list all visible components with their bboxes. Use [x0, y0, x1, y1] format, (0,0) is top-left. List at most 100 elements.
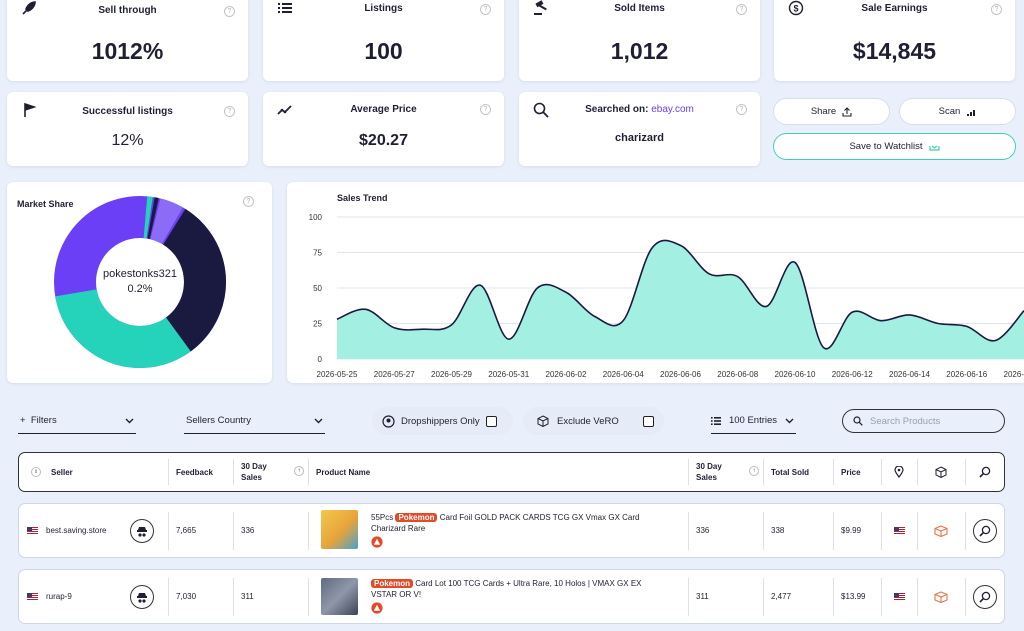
column-divider	[881, 578, 882, 616]
seller-cell: best.saving.store	[19, 504, 168, 557]
shipping-box-icon	[934, 524, 948, 537]
seller-profile-button[interactable]	[130, 584, 154, 609]
help-icon[interactable]: ?	[736, 104, 747, 115]
help-icon[interactable]: ?	[991, 4, 1002, 15]
product-thumbnail[interactable]	[321, 510, 358, 549]
stat-value: $20.27	[359, 132, 408, 149]
average-price-card: Average Price ? $20.27	[263, 92, 504, 166]
product-title-rest: Card Foil GOLD PACK CARDS TCG GX Vmax GX…	[439, 513, 640, 522]
sales-30-cell-2: 336	[696, 526, 710, 535]
product-thumbnail[interactable]	[321, 578, 358, 615]
donut-center-name: pokestonks321	[103, 268, 177, 280]
alert-triangle-icon[interactable]	[371, 602, 383, 614]
stat-title: Listings	[364, 3, 403, 14]
header-price[interactable]: Price	[841, 467, 861, 477]
entries-dropdown[interactable]: 100 Entries	[711, 408, 796, 434]
exclude-vero-label: Exclude VeRO	[557, 415, 619, 427]
column-divider	[763, 512, 764, 550]
sellers-country-dropdown[interactable]: Sellers Country	[184, 408, 325, 434]
help-icon[interactable]: ?	[224, 6, 235, 17]
stat-title: Average Price	[350, 104, 417, 115]
stat-value: 12%	[111, 132, 144, 149]
column-divider	[688, 578, 689, 616]
search-query: charizard	[615, 132, 664, 144]
help-icon[interactable]: ?	[480, 104, 491, 115]
header-seller[interactable]: ⇕ Seller	[23, 453, 169, 491]
svg-text:$: $	[793, 4, 798, 14]
header-line: Sales	[241, 473, 262, 482]
shipping-cell	[917, 570, 965, 623]
product-title-link[interactable]: Pokemon Card Lot 100 TCG Cards + Ultra R…	[371, 578, 642, 600]
sell-through-card: Sell through ? 1012%	[7, 0, 248, 81]
column-divider	[965, 578, 966, 616]
exclude-vero-toggle[interactable]: Exclude VeRO	[523, 407, 664, 435]
y-tick-label: 50	[313, 284, 322, 293]
filters-label: + Filters	[20, 415, 57, 426]
y-tick-label: 0	[318, 355, 323, 364]
product-info: 55Pcs Pokemon Card Foil GOLD PACK CARDS …	[371, 510, 639, 551]
save-to-watchlist-button[interactable]: Save to Watchlist	[773, 133, 1016, 160]
stat-title: Sell through	[98, 5, 157, 16]
seller-profile-button[interactable]	[130, 518, 154, 543]
header-total-sold[interactable]: Total Sold	[771, 467, 810, 477]
sales-30-cell: 311	[241, 592, 254, 601]
feedback-cell: 7,665	[176, 526, 197, 535]
header-30-day-sales-2[interactable]: 30 Day Sales ↑	[688, 453, 763, 491]
price-cell: $9.99	[841, 526, 862, 535]
us-flag-icon	[27, 527, 38, 534]
plus-icon: +	[20, 415, 26, 426]
help-icon[interactable]: ?	[243, 196, 254, 207]
header-product-name[interactable]: Product Name	[316, 467, 371, 477]
product-cell[interactable]: 55Pcs Pokemon Card Foil GOLD PACK CARDS …	[308, 504, 688, 557]
sort-arrow-icon[interactable]: ↑	[294, 466, 304, 476]
dropshipper-icon	[137, 526, 147, 537]
help-icon[interactable]: ?	[480, 4, 491, 15]
x-tick-label: 2026-06-08	[717, 370, 758, 379]
inspect-button[interactable]	[973, 584, 997, 609]
stat-title: Sale Earnings	[861, 3, 928, 14]
magnify-icon	[979, 466, 991, 478]
shipping-cell	[917, 504, 965, 557]
header-feedback[interactable]: Feedback	[176, 467, 213, 477]
sort-icon[interactable]: ⇕	[31, 467, 41, 477]
filters-text: Filters	[30, 415, 57, 426]
seller-name-link[interactable]: best.saving.store	[46, 526, 107, 535]
exclude-vero-checkbox[interactable]	[643, 415, 654, 427]
table-row[interactable]: rurap-9 7,030 311 Pokemon Card Lot 100 T…	[18, 569, 1005, 624]
sales-30-cell: 336	[241, 526, 255, 535]
product-cell[interactable]: Pokemon Card Lot 100 TCG Cards + Ultra R…	[308, 570, 688, 623]
scan-button[interactable]: Scan	[899, 98, 1016, 125]
filters-dropdown[interactable]: + Filters	[18, 408, 136, 434]
column-divider	[881, 459, 882, 485]
chevron-down-icon	[785, 418, 794, 423]
sales-30-cell-2: 311	[696, 592, 709, 601]
dropshippers-checkbox[interactable]	[485, 415, 497, 427]
product-info: Pokemon Card Lot 100 TCG Cards + Ultra R…	[371, 578, 642, 617]
sort-arrow-icon[interactable]: ↑	[749, 466, 759, 476]
dollar-icon: $	[788, 0, 804, 16]
search-products-input[interactable]: Search Products	[842, 409, 1005, 433]
inspect-button[interactable]	[973, 518, 997, 543]
header-30-day-sales[interactable]: 30 Day Sales ↑	[233, 453, 308, 491]
flag-icon	[24, 102, 37, 117]
search-site-link[interactable]: ebay.com	[651, 104, 694, 115]
header-label: 30 Day Sales	[241, 461, 267, 483]
help-icon[interactable]: ?	[224, 106, 235, 117]
searched-on-card: Searched on: ebay.com ? charizard	[519, 92, 760, 166]
us-flag-icon	[27, 593, 38, 600]
product-title-link[interactable]: 55Pcs Pokemon Card Foil GOLD PACK CARDS …	[371, 512, 639, 534]
column-divider	[168, 459, 169, 485]
dropshippers-only-toggle[interactable]: Dropshippers Only	[372, 407, 513, 435]
column-divider	[168, 512, 169, 550]
share-button[interactable]: Share	[773, 98, 890, 125]
help-icon[interactable]: ?	[736, 4, 747, 15]
seller-name-link[interactable]: rurap-9	[46, 592, 72, 601]
alert-triangle-icon[interactable]	[371, 536, 383, 548]
sales-trend-card: Sales Trend 100 75 50 25 0 2026-05-25 2026-05-…	[287, 182, 1024, 383]
table-row[interactable]: best.saving.store 7,665 336 55Pcs Pokemo…	[18, 503, 1005, 558]
total-sold-cell: 338	[771, 526, 785, 535]
inspect-cell	[965, 570, 1005, 623]
header-inspect	[965, 453, 1005, 491]
stat-title: Successful listings	[82, 106, 173, 117]
product-title-rest: Card Lot 100 TCG Cards + Ultra Rare, 10 …	[415, 579, 642, 588]
